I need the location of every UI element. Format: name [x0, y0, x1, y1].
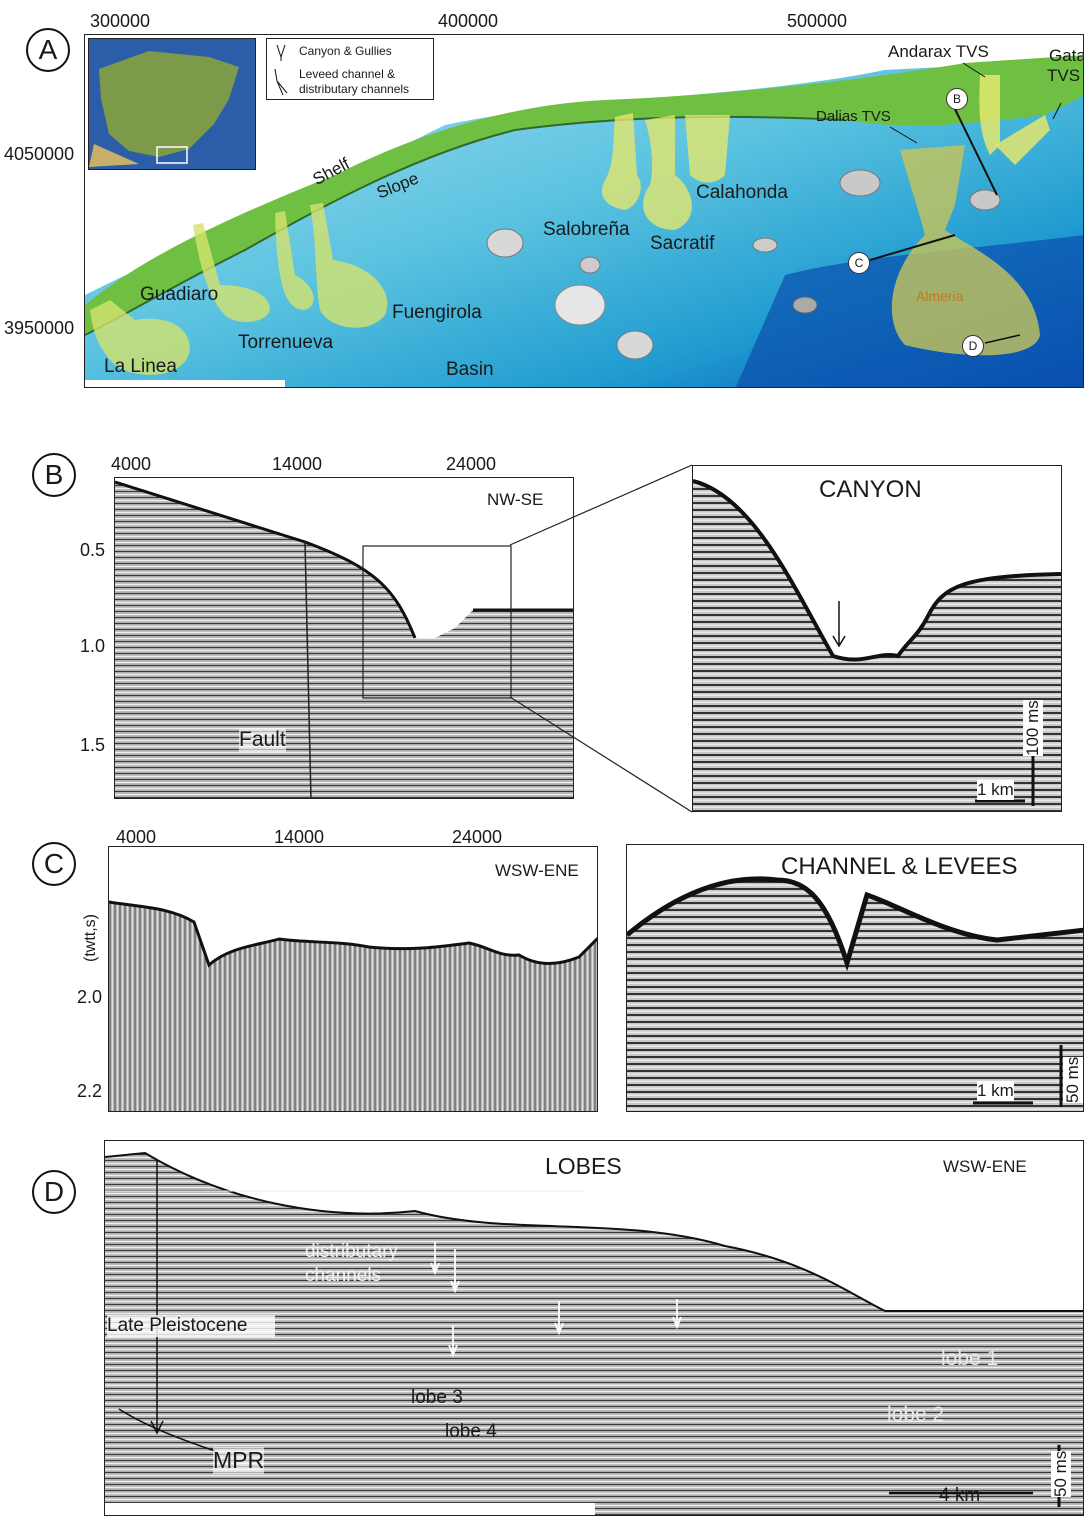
d-lobe-2: lobe 2	[887, 1403, 945, 1426]
a-y-tick-3950000: 3950000	[4, 318, 75, 338]
b-y-tick-1.5: 1.5	[80, 735, 106, 755]
seismic-profile-c: WSW-ENE	[108, 846, 598, 1112]
panel-b-letter: B	[32, 453, 76, 497]
d-lobe-3: lobe 3	[411, 1387, 463, 1408]
c-y-axis-label: (twtt,s)	[82, 914, 99, 962]
d-late-pleistocene: Late Pleistocene	[107, 1315, 275, 1337]
canyon-inset: CANYON 1 km 100 ms	[692, 465, 1062, 812]
b-x-tick-24000: 24000	[446, 454, 497, 474]
label-gata-tvs: TVS	[1047, 66, 1081, 85]
label-calahonda: Calahonda	[696, 182, 788, 203]
label-gata: Gata	[1049, 46, 1084, 65]
d-scale-h: 4 km	[939, 1485, 981, 1506]
channel-scale-v: 50 ms	[1063, 1056, 1083, 1103]
seismic-profile-d: LOBES WSW-ENE distributary channels Late…	[104, 1140, 1084, 1516]
marker-c: C	[848, 252, 870, 274]
b-fault-label: Fault	[239, 728, 286, 752]
legend-canyon-gullies: Canyon & Gullies	[299, 44, 392, 58]
map-graphic	[85, 55, 1083, 387]
label-torrenueva: Torrenueva	[238, 332, 334, 353]
d-distributary-1: distributary	[305, 1241, 398, 1262]
b-x-tick-4000: 4000	[111, 454, 152, 474]
channel-scale-h: 1 km	[977, 1081, 1014, 1101]
d-orientation: WSW-ENE	[943, 1157, 1027, 1176]
label-sacratif: Sacratif	[650, 233, 715, 254]
b-y-tick-1.0: 1.0	[80, 636, 106, 656]
iberia-inset-map	[88, 38, 256, 170]
label-almeria: Almeria	[916, 288, 964, 304]
b-x-tick-14000: 14000	[272, 454, 323, 474]
label-salobrena: Salobreña	[543, 219, 630, 240]
legend-symbols	[274, 44, 288, 96]
panel-d-letter: D	[32, 1170, 76, 1214]
a-x-tick-500000: 500000	[787, 11, 848, 31]
label-dalias: Dalias TVS	[816, 108, 891, 125]
c-y-tick-2.0: 2.0	[77, 987, 103, 1007]
label-andarax: Andarax TVS	[888, 42, 989, 61]
channel-levees-inset: CHANNEL & LEVEES 1 km 50 ms	[626, 844, 1084, 1112]
label-fuengirola: Fuengirola	[392, 302, 482, 323]
canyon-title: CANYON	[819, 476, 922, 503]
label-guadiaro: Guadiaro	[140, 284, 219, 305]
d-lobe-4: lobe 4	[445, 1421, 497, 1442]
d-lobe-1: lobe 1	[941, 1347, 999, 1370]
a-x-tick-400000: 400000	[438, 11, 499, 31]
c-orientation: WSW-ENE	[495, 861, 579, 880]
canyon-scale-h: 1 km	[977, 780, 1014, 800]
canyon-scale-v: 100 ms	[1023, 700, 1043, 756]
marker-b: B	[946, 88, 968, 110]
c-x-tick-4000: 4000	[116, 827, 157, 847]
b-orientation: NW-SE	[487, 490, 544, 509]
legend-distributary: distributary channels	[299, 82, 410, 96]
b-zoom-lines	[509, 464, 693, 813]
label-la-linea: La Linea	[104, 356, 177, 377]
bathymetry-map	[84, 34, 1084, 388]
c-x-tick-24000: 24000	[452, 827, 503, 847]
c-y-tick-2.2: 2.2	[77, 1081, 103, 1101]
legend-leveed-channel: Leveed channel &	[299, 67, 396, 81]
panel-c-letter: C	[32, 842, 76, 886]
channel-levees-title: CHANNEL & LEVEES	[781, 853, 1018, 880]
d-scale-v: 50 ms	[1051, 1450, 1071, 1497]
marker-d: D	[962, 335, 984, 357]
a-y-tick-4050000: 4050000	[4, 144, 75, 164]
c-x-tick-14000: 14000	[274, 827, 325, 847]
b-y-tick-0.5: 0.5	[80, 540, 106, 560]
label-basin: Basin	[446, 359, 494, 380]
d-title: LOBES	[545, 1153, 622, 1179]
map-legend: Canyon & Gullies Leveed channel & distri…	[266, 38, 434, 100]
d-distributary-2: channels	[305, 1265, 382, 1286]
a-x-tick-300000: 300000	[90, 11, 151, 31]
panel-a-letter: A	[26, 28, 70, 72]
seismic-profile-b: NW-SE Fault	[114, 477, 574, 799]
d-mpr: MPR	[213, 1447, 265, 1474]
